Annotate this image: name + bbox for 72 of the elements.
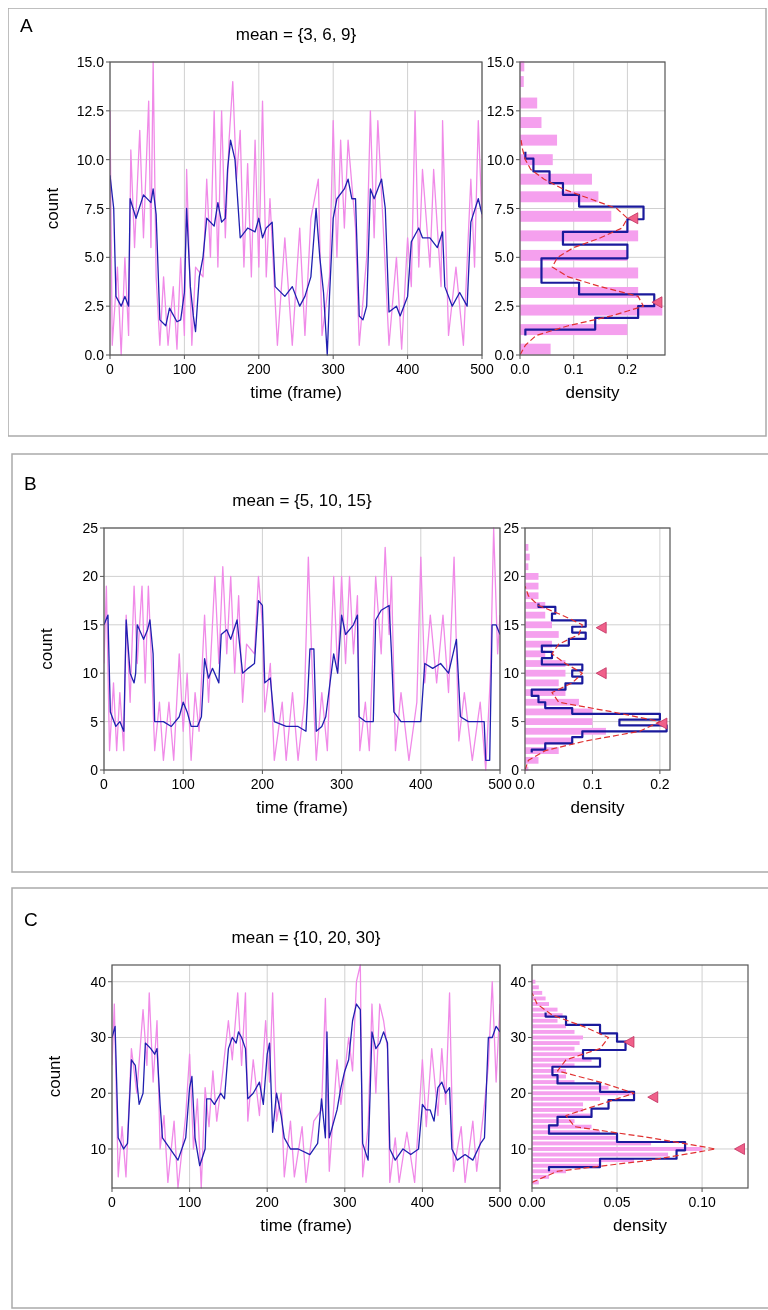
y-tick-label: 25	[503, 520, 520, 536]
y-tick-label: 10	[90, 1140, 107, 1157]
y-tick-label: 2.5	[84, 298, 105, 315]
x-axis-title: time (frame)	[250, 383, 342, 402]
chart-title: mean = {5, 10, 15}	[232, 491, 373, 510]
x-tick-label: 100	[172, 361, 197, 377]
x-tick-label: 200	[250, 776, 275, 792]
x-tick-label: 200	[247, 361, 271, 377]
x-tick-label: 100	[177, 1194, 202, 1210]
x-axis-title: density	[570, 798, 625, 817]
x-tick-label: 200	[255, 1194, 280, 1210]
y-tick-label: 15	[503, 616, 520, 633]
x-axis-title: time (frame)	[256, 798, 348, 817]
x-tick-label: 500	[488, 776, 512, 792]
x-axis-title: density	[613, 1216, 668, 1235]
y-tick-label: 30	[90, 1029, 107, 1046]
x-tick-label: 0.10	[688, 1194, 716, 1210]
x-tick-label: 0.2	[617, 361, 638, 377]
y-tick-label: 10	[510, 1140, 527, 1157]
y-tick-label: 5.0	[84, 249, 105, 266]
x-tick-label: 300	[333, 1194, 357, 1210]
chart-title: mean = {10, 20, 30}	[231, 928, 381, 947]
y-tick-label: 10.0	[76, 151, 105, 168]
y-tick-label: 40	[90, 973, 107, 990]
x-tick-label: 400	[395, 361, 420, 377]
y-tick-label: 5.0	[494, 249, 515, 266]
x-tick-label: 300	[329, 776, 354, 792]
y-tick-label: 12.5	[486, 102, 515, 119]
y-tick-label: 20	[510, 1085, 527, 1102]
y-tick-label: 0.0	[494, 347, 515, 363]
y-tick-label: 20	[503, 568, 520, 585]
x-tick-label: 400	[410, 1194, 435, 1210]
y-tick-label: 5	[90, 713, 99, 730]
x-axis-title: density	[565, 383, 620, 402]
x-tick-label: 500	[488, 1194, 512, 1210]
y-axis-title: count	[45, 1055, 64, 1098]
x-tick-label: 0.00	[518, 1194, 546, 1210]
x-tick-label: 300	[321, 361, 346, 377]
y-tick-label: 20	[82, 568, 99, 585]
y-tick-label: 25	[82, 520, 99, 536]
text: C	[24, 909, 38, 930]
y-tick-label: 40	[510, 973, 527, 990]
y-tick-label: 10.0	[486, 151, 515, 168]
y-axis-title: count	[37, 627, 56, 670]
x-tick-label: 0.2	[650, 776, 670, 792]
y-tick-label: 30	[510, 1029, 527, 1046]
y-tick-label: 0	[90, 762, 99, 778]
y-tick-label: 7.5	[84, 200, 105, 217]
y-tick-label: 15.0	[486, 54, 515, 70]
x-axis-title: time (frame)	[260, 1216, 352, 1235]
x-tick-label: 0.1	[582, 776, 603, 792]
y-tick-label: 10	[82, 665, 99, 682]
y-tick-label: 10	[503, 665, 520, 682]
chart-title: mean = {3, 6, 9}	[235, 25, 357, 44]
y-tick-label: 7.5	[494, 200, 515, 217]
y-tick-label: 0	[511, 762, 520, 778]
x-tick-label: 0.1	[563, 361, 584, 377]
y-tick-label: 12.5	[76, 102, 105, 119]
x-tick-label: 0.05	[603, 1194, 631, 1210]
text: A	[20, 15, 33, 36]
y-tick-label: 20	[90, 1085, 107, 1102]
x-tick-label: 500	[470, 361, 494, 377]
y-axis-title: count	[43, 187, 62, 230]
x-tick-label: 0	[108, 1194, 117, 1210]
y-tick-label: 0.0	[84, 347, 105, 363]
x-tick-label: 100	[171, 776, 196, 792]
y-tick-label: 2.5	[494, 298, 515, 315]
y-tick-label: 5	[511, 713, 520, 730]
text: B	[24, 473, 37, 494]
x-tick-label: 400	[409, 776, 433, 792]
y-tick-label: 15.0	[76, 54, 105, 70]
y-tick-label: 15	[82, 616, 99, 633]
